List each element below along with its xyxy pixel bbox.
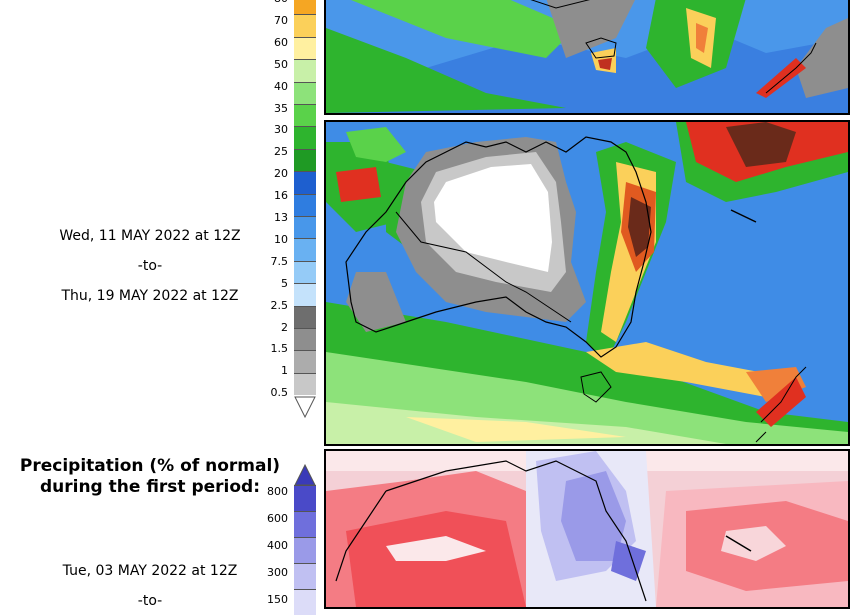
scale-tick-label: 16 — [274, 189, 288, 203]
scale-swatch — [294, 171, 316, 194]
scale-swatch — [294, 589, 316, 615]
scale-swatch — [294, 537, 316, 563]
scale-tick-label: 70 — [274, 13, 288, 27]
scale-swatch — [294, 36, 316, 60]
scale-swatch — [294, 283, 316, 306]
scale-tick-label: 40 — [274, 79, 288, 93]
second-period-dates: Tue, 03 MAY 2022 at 12Z -to- — [0, 556, 300, 616]
scale-tick-label: 7.5 — [270, 254, 289, 268]
scale-swatch — [294, 81, 316, 104]
scale-tick-label: 35 — [274, 101, 288, 115]
second-period-start: Tue, 03 MAY 2022 at 12Z — [62, 563, 238, 579]
scale-tick-label: 10 — [274, 232, 288, 246]
scale-tick-label: 300 — [267, 566, 288, 579]
pct-scale-arrow-icon — [294, 464, 316, 486]
scale-swatch — [294, 260, 316, 284]
scale-tick-label: 600 — [267, 512, 288, 525]
scale-swatch — [294, 563, 316, 589]
scale-swatch — [294, 104, 316, 127]
scale-tick-label: 800 — [267, 485, 288, 498]
first-period-dates: Wed, 11 MAY 2022 at 12Z -to- Thu, 19 MAY… — [0, 221, 300, 311]
precip-map-main — [324, 120, 850, 446]
first-period-start: Wed, 11 MAY 2022 at 12Z — [59, 228, 241, 244]
scale-swatch — [294, 485, 316, 511]
scale-tick-label: 25 — [274, 145, 288, 159]
scale-tick-label: 150 — [267, 593, 288, 606]
scale-tick-label: 50 — [274, 57, 288, 71]
scale-swatch — [294, 372, 316, 396]
scale-swatch — [294, 216, 316, 239]
first-period-to: -to- — [137, 258, 163, 274]
pct-normal-map — [324, 449, 850, 609]
scale-swatch — [294, 238, 316, 261]
pct-normal-title-line2: during the first period: — [39, 477, 261, 497]
pct-normal-title-line1: Precipitation (% of normal) — [19, 456, 281, 476]
scale-tick-label: 2 — [281, 320, 288, 334]
precip-scale-arrow-icon — [294, 396, 316, 418]
pct-normal-title: Precipitation (% of normal) during the f… — [0, 456, 300, 498]
scale-tick-label: 60 — [274, 35, 288, 49]
scale-swatch — [294, 148, 316, 172]
first-period-end: Thu, 19 MAY 2022 at 12Z — [61, 288, 239, 304]
scale-tick-label: 13 — [274, 211, 288, 224]
precip-map-top — [324, 0, 850, 115]
scale-tick-label: 5 — [281, 276, 288, 290]
scale-tick-label: 2.5 — [270, 298, 289, 312]
scale-swatch — [294, 350, 316, 373]
scale-tick-label: 20 — [274, 167, 288, 181]
scale-swatch — [294, 126, 316, 149]
scale-tick-label: 80 — [250, 0, 288, 5]
scale-swatch — [294, 328, 316, 351]
scale-swatch — [294, 0, 316, 15]
scale-swatch — [294, 305, 316, 328]
scale-swatch — [294, 511, 316, 537]
pct-color-scale — [294, 485, 316, 615]
precip-color-scale — [294, 0, 316, 396]
scale-tick-label: 30 — [274, 123, 288, 137]
scale-swatch — [294, 14, 316, 37]
scale-tick-label: 1.5 — [270, 342, 289, 356]
scale-tick-label: 0.5 — [270, 386, 289, 400]
scale-swatch — [294, 193, 316, 216]
scale-tick-label: 400 — [267, 539, 288, 552]
scale-tick-label: 1 — [281, 364, 288, 378]
scale-swatch — [294, 59, 316, 82]
